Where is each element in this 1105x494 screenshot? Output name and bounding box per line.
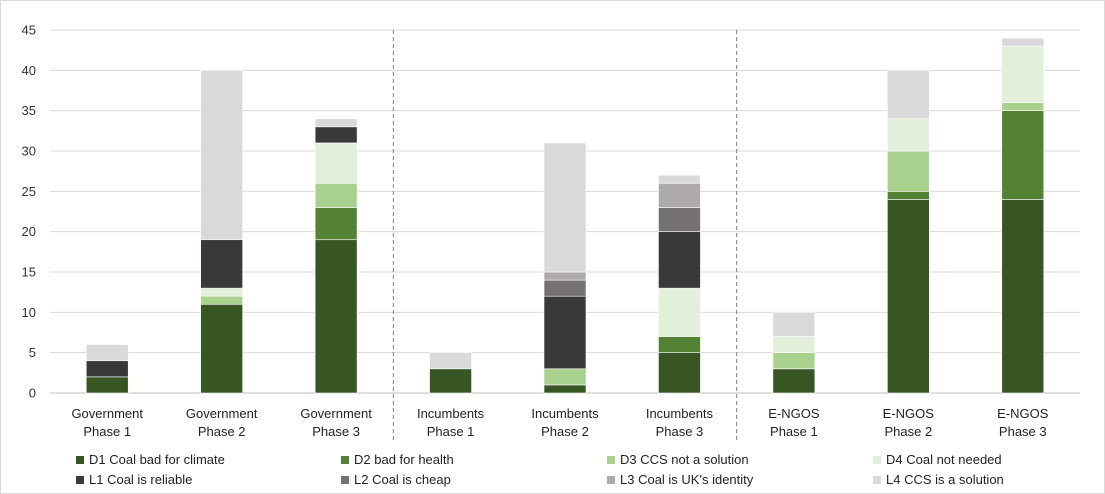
legend-label: D3 CCS not a solution <box>620 452 749 467</box>
y-axis-ticks: 0 5 10 15 20 25 30 35 40 45 <box>22 23 36 401</box>
legend-label: L2 Coal is cheap <box>354 472 451 487</box>
bar-segment <box>543 142 587 273</box>
bar-segment <box>658 207 701 232</box>
y-tick-label: 45 <box>22 23 36 38</box>
category-label: E-NGOS <box>768 406 820 421</box>
y-tick-label: 15 <box>22 265 36 280</box>
bar-segment <box>85 360 129 378</box>
legend-swatch <box>873 456 881 464</box>
bar-segment <box>543 368 587 386</box>
category-label: E-NGOS <box>883 406 935 421</box>
bar-segment <box>85 376 129 394</box>
y-tick-label: 20 <box>22 224 36 239</box>
category-label: Incumbents <box>646 406 714 421</box>
bar-segment <box>314 207 358 241</box>
category-label: Phase 2 <box>884 424 932 439</box>
legend-label: L1 Coal is reliable <box>89 472 192 487</box>
category-label: Phase 2 <box>541 424 589 439</box>
legend-label: D2 bad for health <box>354 452 454 467</box>
bar-segment <box>200 287 243 297</box>
bar-segment <box>314 182 358 208</box>
category-label: Phase 1 <box>770 424 818 439</box>
bar-segment <box>200 295 243 305</box>
y-tick-label: 30 <box>22 144 36 159</box>
bar-segment <box>85 344 129 362</box>
legend-label: L3 Coal is UK's identity <box>620 472 754 487</box>
bar-segment <box>658 287 701 337</box>
bar-segment <box>200 70 243 241</box>
legend-swatch <box>607 476 615 484</box>
bar-segment <box>1001 45 1045 103</box>
category-label: E-NGOS <box>997 406 1049 421</box>
bar-segment <box>200 303 243 394</box>
category-label: Government <box>186 406 258 421</box>
bar-segment <box>314 142 358 184</box>
category-label: Incumbents <box>417 406 485 421</box>
bar-segment <box>543 384 587 394</box>
bar-segment <box>887 118 930 152</box>
bar-segment <box>314 239 358 394</box>
legend-label: D1 Coal bad for climate <box>89 452 225 467</box>
bar-segment <box>314 126 358 144</box>
y-tick-label: 5 <box>29 345 36 360</box>
category-label: Phase 3 <box>999 424 1047 439</box>
bar-segment <box>200 239 243 289</box>
y-tick-label: 0 <box>29 386 36 401</box>
category-label: Phase 3 <box>656 424 704 439</box>
bar-segment <box>429 352 472 370</box>
bar-segment <box>658 182 701 208</box>
legend-swatch <box>341 476 349 484</box>
bar-segment <box>1001 102 1045 111</box>
bar-segment <box>887 191 930 200</box>
x-axis-labels: Government Phase 1 Government Phase 2 Govern… <box>71 406 1048 439</box>
bar-segment <box>772 368 816 394</box>
category-label: Government <box>300 406 372 421</box>
legend-label: D4 Coal not needed <box>886 452 1002 467</box>
legend-swatch <box>607 456 615 464</box>
bar-segment <box>772 352 816 370</box>
legend: D1 Coal bad for climate D2 bad for health… <box>76 452 1004 487</box>
bar-segment <box>887 70 930 120</box>
category-label: Phase 3 <box>312 424 360 439</box>
category-label: Phase 1 <box>427 424 475 439</box>
bar-segment <box>887 199 930 394</box>
y-tick-label: 10 <box>22 305 36 320</box>
y-tick-label: 40 <box>22 63 36 78</box>
y-tick-label: 35 <box>22 103 36 118</box>
category-label: Incumbents <box>531 406 599 421</box>
bar-segment <box>772 312 816 337</box>
bar-segment <box>314 118 358 128</box>
bar-segment <box>1001 110 1045 200</box>
group-separators <box>392 30 738 443</box>
bars <box>85 37 1045 394</box>
bar-segment <box>543 271 587 281</box>
legend-swatch <box>76 456 84 464</box>
bar-segment <box>658 231 701 289</box>
legend-swatch <box>76 476 84 484</box>
legend-label: L4 CCS is a solution <box>886 472 1004 487</box>
bar-segment <box>658 352 701 394</box>
bar-segment <box>1001 37 1045 47</box>
bar-segment <box>429 368 472 394</box>
bar-segment <box>772 336 816 353</box>
bar-segment <box>1001 199 1045 394</box>
bar-segment <box>887 150 930 192</box>
category-label: Government <box>71 406 143 421</box>
y-tick-label: 25 <box>22 184 36 199</box>
bar-segment <box>543 279 587 297</box>
legend-swatch <box>873 476 881 484</box>
legend-swatch <box>341 456 349 464</box>
bar-segment <box>658 336 701 353</box>
category-label: Phase 1 <box>83 424 131 439</box>
bar-segment <box>543 295 587 370</box>
bar-segment <box>658 174 701 184</box>
category-label: Phase 2 <box>198 424 246 439</box>
